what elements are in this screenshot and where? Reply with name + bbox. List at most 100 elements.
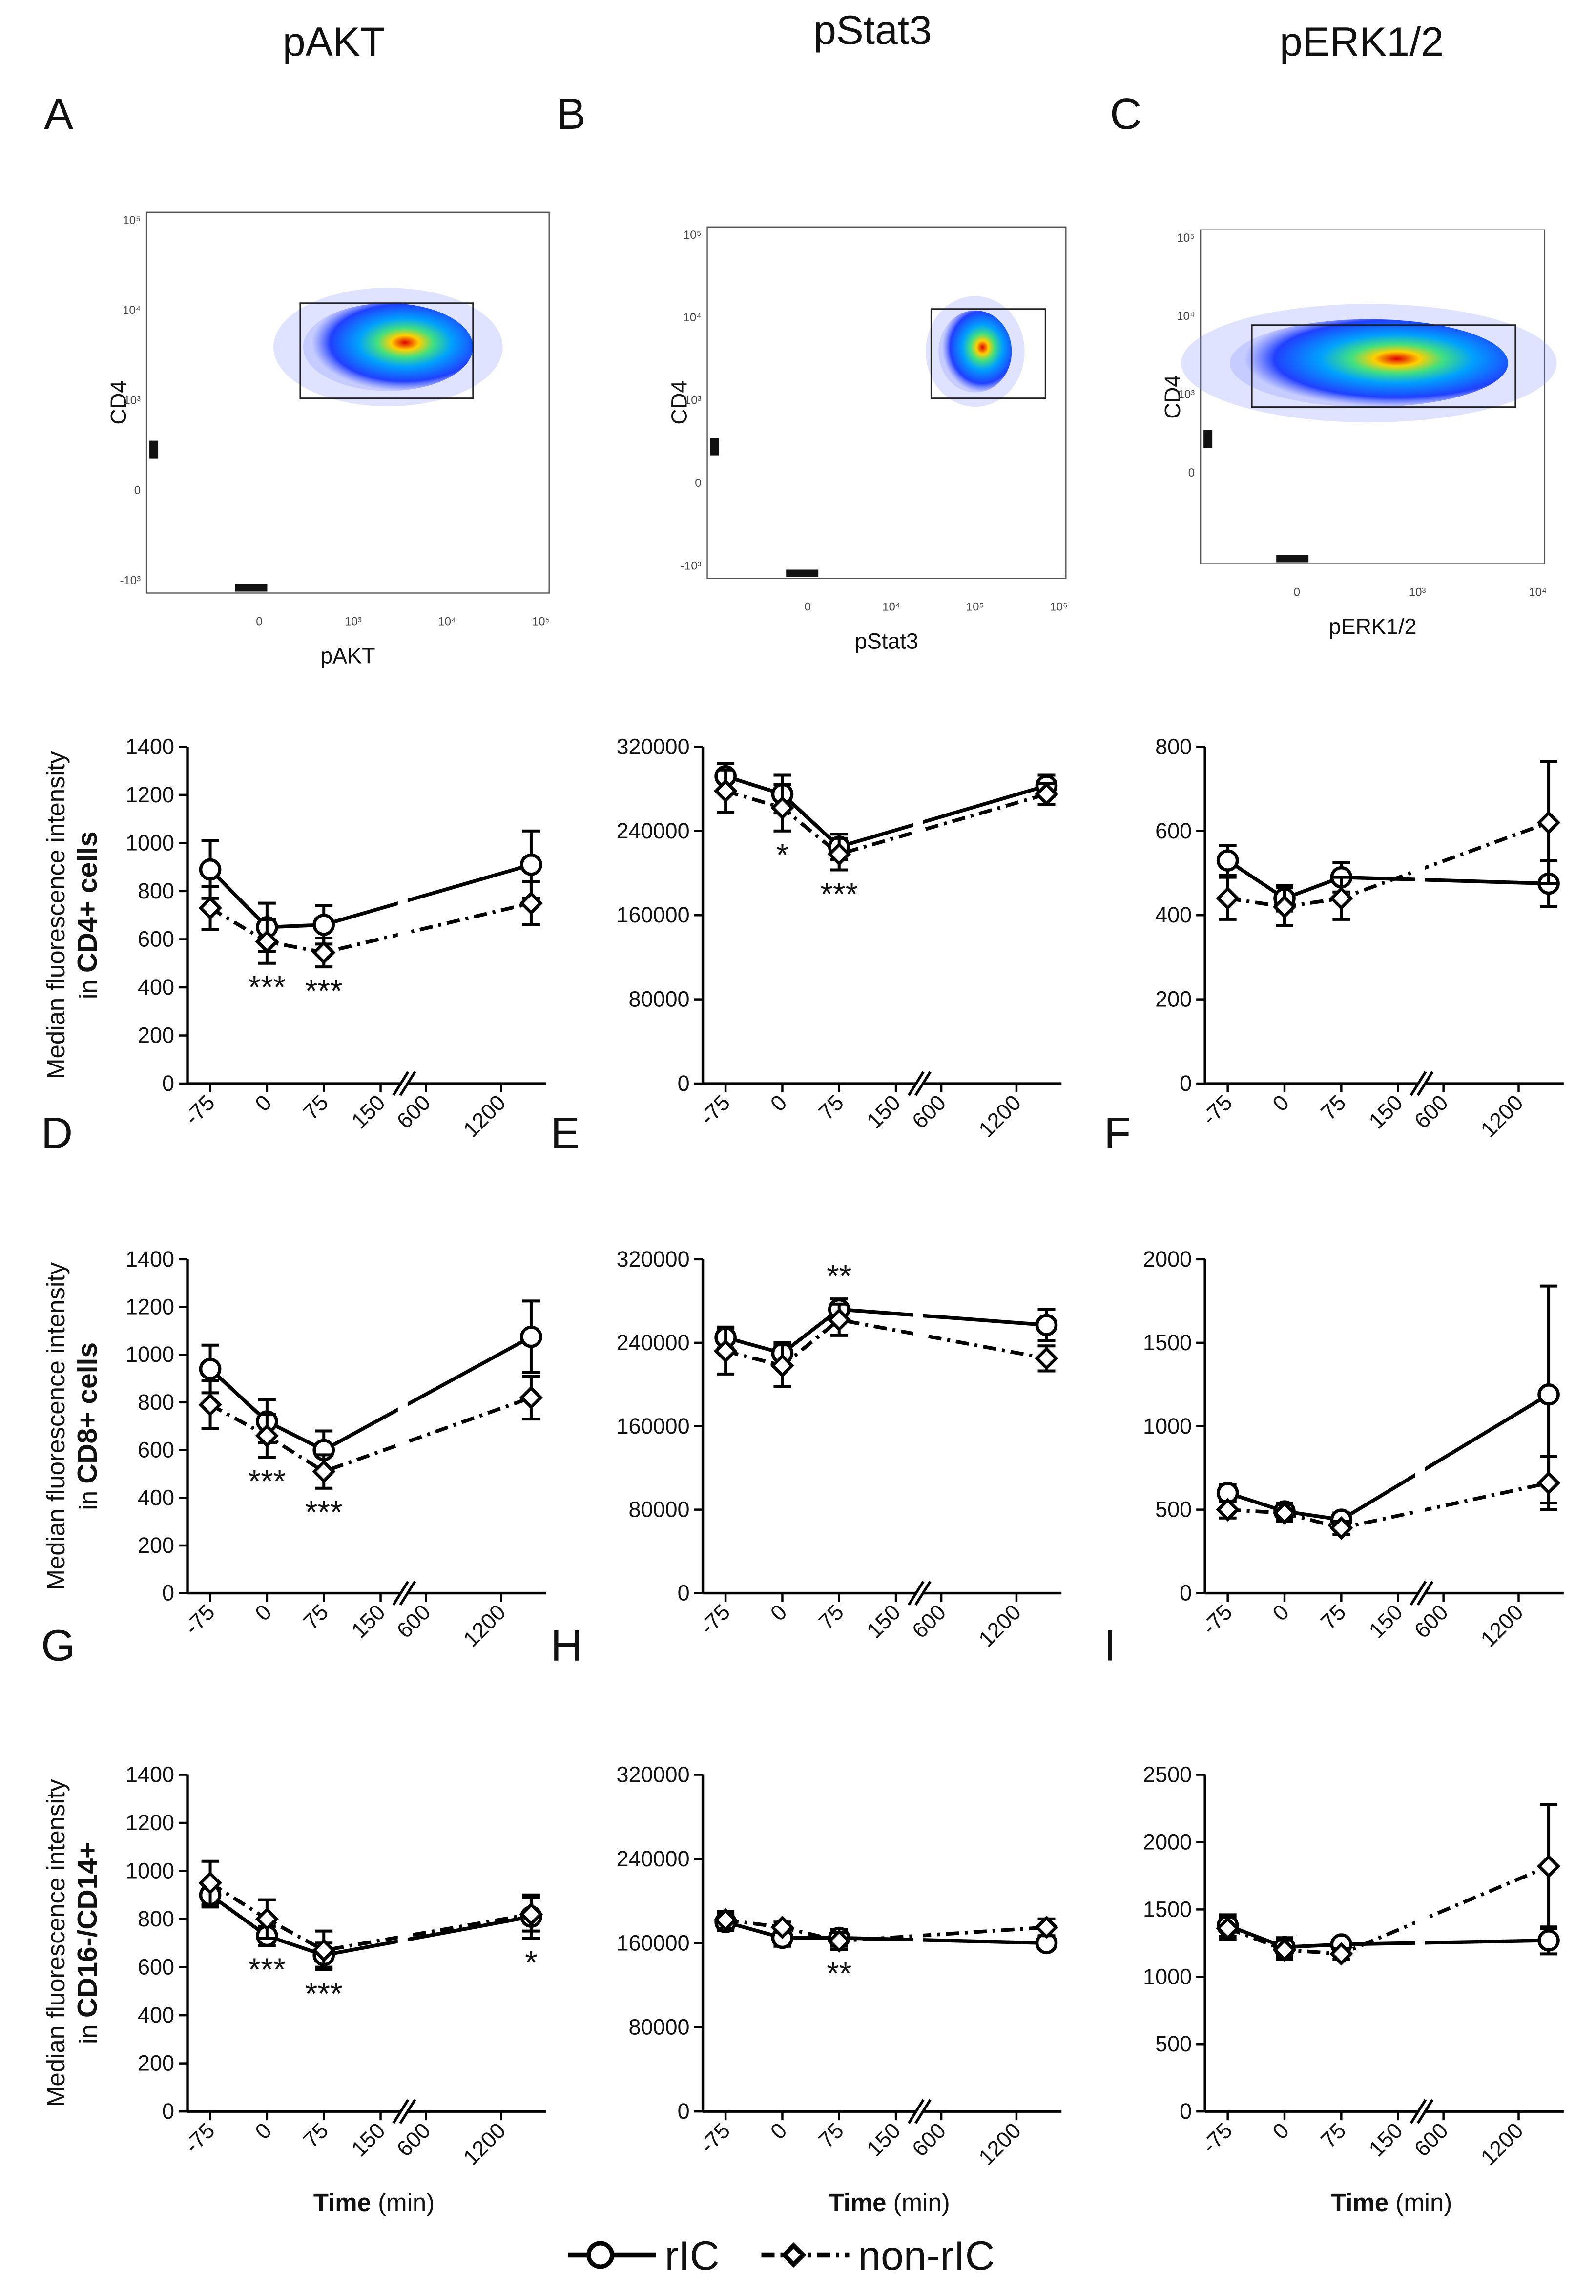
panel-letter: F xyxy=(1104,1109,1131,1158)
y-tick-label: 0 xyxy=(162,2099,174,2124)
flow-y-tick: 10³ xyxy=(684,394,702,407)
marker xyxy=(519,1902,543,1926)
series-line xyxy=(209,1396,532,1474)
marker xyxy=(519,891,543,915)
series-line xyxy=(1227,1481,1549,1530)
series-line xyxy=(209,901,532,955)
flow-y-tick: 10⁴ xyxy=(123,304,141,317)
x-label-unit: (min) xyxy=(893,2189,950,2216)
y-tick-label: 200 xyxy=(138,1023,174,1048)
x-tick-label: 75 xyxy=(1316,1600,1350,1634)
x-tick-label: 150 xyxy=(346,2118,390,2161)
y-tick-label: 320000 xyxy=(617,1762,690,1787)
y-label-cell: CD8+ cells xyxy=(72,1342,103,1484)
y-tick-label: 2500 xyxy=(1143,1762,1192,1787)
flow-plot-frame xyxy=(1200,229,1546,564)
x-axis-label: Time (min) xyxy=(1331,2189,1452,2216)
x-tick-label: 75 xyxy=(813,2118,848,2152)
axis-events xyxy=(1276,555,1309,563)
marker xyxy=(520,1325,542,1348)
x-tick-label: 1200 xyxy=(458,1090,511,1142)
x-tick-label: -75 xyxy=(1197,1600,1237,1640)
y-tick-label: 400 xyxy=(138,2003,174,2027)
break-mark xyxy=(914,2099,932,2124)
break-mark xyxy=(1416,1581,1434,1606)
x-tick-label: -75 xyxy=(695,1600,735,1640)
axis-break-gap xyxy=(913,1716,923,2110)
y-tick-label: 160000 xyxy=(617,1414,690,1439)
flow-x-tick: 10⁵ xyxy=(966,600,984,613)
series-line xyxy=(209,1893,532,1957)
series-line xyxy=(725,1918,1047,1943)
panel-letter: H xyxy=(551,1622,582,1670)
flow-y-tick: 10⁵ xyxy=(123,214,141,227)
x-label-main: Time xyxy=(829,2189,886,2216)
y-label-cell: CD16-/CD14+ xyxy=(72,1842,103,2018)
break-mark xyxy=(1409,1071,1427,1096)
x-tick-label: 600 xyxy=(1409,1600,1453,1643)
marker xyxy=(1272,1938,1297,1962)
panel-letter: A xyxy=(44,90,73,139)
x-tick-label: 150 xyxy=(1364,1090,1408,1133)
marker xyxy=(1329,1942,1353,1966)
annotation: *** xyxy=(248,969,286,1005)
x-tick-label: 600 xyxy=(907,1090,951,1133)
x-tick-label: 1200 xyxy=(1476,1600,1528,1652)
legend-label: non-rIC xyxy=(858,2233,995,2278)
break-mark xyxy=(914,1581,932,1606)
y-tick-label: 500 xyxy=(1155,2031,1192,2056)
y-tick-label: 0 xyxy=(678,1071,690,1096)
x-tick-label: 150 xyxy=(862,1600,905,1643)
marker xyxy=(1216,849,1239,872)
x-tick-label: 75 xyxy=(813,1600,848,1634)
density-blob xyxy=(303,303,473,391)
break-mark xyxy=(914,1071,932,1096)
marker xyxy=(199,1357,222,1380)
y-tick-label: 600 xyxy=(138,1955,174,1980)
axis-events xyxy=(235,584,268,592)
y-axis-label: Median fluorescence intensity xyxy=(42,1262,70,1590)
x-tick-label: 1200 xyxy=(974,1600,1026,1652)
x-tick-label: -75 xyxy=(695,1090,735,1130)
marker xyxy=(770,796,794,820)
x-label-main: Time xyxy=(313,2189,371,2216)
column-heading: pAKT xyxy=(283,19,385,64)
axis-break-gap xyxy=(1415,1716,1426,2110)
flow-x-tick: 10⁵ xyxy=(532,615,550,628)
y-tick-label: 240000 xyxy=(617,1846,690,1871)
flow-y-label: CD4 xyxy=(1160,375,1185,419)
axis-events xyxy=(710,438,719,456)
marker xyxy=(312,914,335,936)
y-tick-label: 1200 xyxy=(125,1810,174,1835)
marker xyxy=(312,1938,336,1962)
x-tick-label: 0 xyxy=(766,1600,792,1626)
x-tick-label: 75 xyxy=(813,1090,848,1125)
marker xyxy=(827,1929,851,1953)
y-tick-label: 1200 xyxy=(125,782,174,807)
break-mark xyxy=(1409,2099,1427,2124)
series-line xyxy=(725,1317,1047,1368)
flow-y-tick: 10³ xyxy=(1178,388,1195,401)
y-tick-label: 200 xyxy=(138,1533,174,1558)
x-tick-label: -75 xyxy=(1197,1090,1237,1130)
y-tick-label: 400 xyxy=(138,1485,174,1510)
marker xyxy=(255,930,279,954)
series-line xyxy=(725,1307,1047,1356)
flow-plot-frame xyxy=(145,211,550,594)
series-line xyxy=(209,1335,532,1452)
y-tick-label: 400 xyxy=(138,975,174,1000)
x-tick-label: 150 xyxy=(862,2118,905,2161)
y-tick-label: 400 xyxy=(1155,902,1192,927)
y-tick-label: 800 xyxy=(138,878,174,903)
annotation: ** xyxy=(827,1258,851,1294)
marker xyxy=(198,896,222,920)
x-label-unit: (min) xyxy=(378,2189,435,2216)
axis-break-gap xyxy=(1415,1200,1426,1592)
flow-x-tick: 10³ xyxy=(345,615,362,628)
annotation: *** xyxy=(305,973,343,1009)
y-tick-label: 0 xyxy=(1180,2099,1192,2124)
series-line xyxy=(208,863,532,929)
y-axis-label: in CD8+ cells xyxy=(72,1342,103,1510)
y-axis-label: in CD4+ cells xyxy=(72,831,103,999)
